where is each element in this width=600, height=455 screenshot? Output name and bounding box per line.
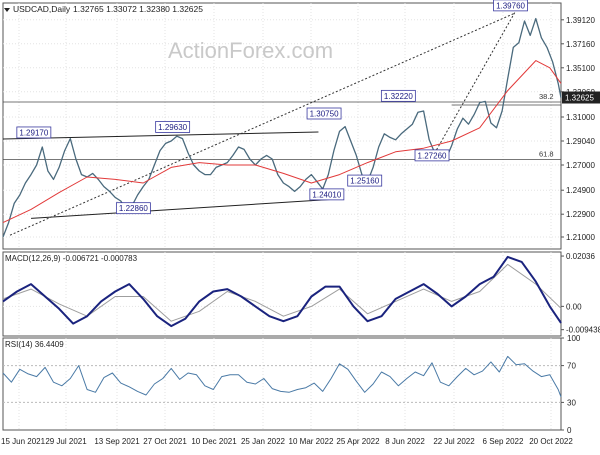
x-tick-label: 20 Oct 2022 (529, 437, 573, 446)
price-annotation: 1.39760 (496, 1, 525, 10)
price-annotation-box (115, 202, 151, 215)
rsi-series (2, 355, 562, 398)
price-annotation: 1.29630 (158, 123, 187, 132)
x-tick-label: 29 Jul 2021 (45, 437, 87, 446)
y-tick-label: 1.27000 (566, 161, 595, 170)
y-tick-label: 1.29040 (566, 137, 595, 146)
x-tick-label: 25 Apr 2022 (336, 437, 380, 446)
macd-series (2, 255, 562, 328)
rsi-panel-frame (2, 337, 562, 431)
chart-title: USDCAD,Daily (13, 4, 71, 14)
macd-y-tick-label: 0.02036 (566, 252, 595, 261)
trend-line (2, 131, 319, 140)
x-tick-label: 27 Oct 2021 (143, 437, 187, 446)
rsi-y-tick-label: 100 (567, 334, 581, 343)
dropdown-arrow-icon (4, 8, 10, 12)
x-tick-label: 10 Dec 2021 (191, 437, 237, 446)
price-annotation: 1.27260 (418, 151, 447, 160)
ohlc-values: 1.32765 1.33072 1.32380 1.32625 (73, 4, 203, 14)
moving-average-series (2, 60, 562, 224)
rsi-y-tick-label: 70 (567, 362, 576, 371)
current-price-box (562, 91, 600, 104)
rsi-y-tick-label: 30 (567, 398, 576, 407)
x-tick-label: 13 Sep 2021 (94, 437, 140, 446)
price-annotation: 1.30750 (310, 110, 339, 119)
x-tick-label: 10 Mar 2022 (289, 437, 334, 446)
price-annotation: 1.32220 (384, 92, 413, 101)
trend-line (430, 12, 516, 161)
x-tick-label: 6 Sep 2022 (483, 437, 524, 446)
trend-line (31, 198, 340, 219)
price-annotation: 1.29170 (19, 128, 48, 137)
macd-y-tick-label: -0.009438 (566, 326, 600, 335)
x-tick-label: 25 Jan 2022 (241, 437, 286, 446)
y-tick-label: 1.31000 (566, 113, 595, 122)
watermark: ActionForex.com (168, 38, 333, 63)
price-annotation-box (309, 188, 345, 201)
fib-label: 38.2 (539, 92, 554, 101)
price-annotation-box (306, 107, 342, 120)
y-tick-label: 1.21000 (566, 233, 595, 242)
price-annotation: 1.24010 (312, 190, 341, 199)
price-annotation-box (493, 0, 528, 12)
price-annotation: 1.25160 (350, 177, 379, 186)
x-tick-label: 15 Jun 2021 (1, 437, 46, 446)
macd-panel-frame (2, 251, 562, 337)
price-annotation-box (155, 121, 191, 133)
y-tick-label: 1.24900 (566, 186, 595, 195)
signal-series (2, 263, 562, 322)
price-annotation-box (414, 149, 450, 162)
y-tick-label: 1.35100 (566, 64, 595, 73)
current-price-label: 1.32625 (565, 94, 594, 103)
y-tick-label: 1.22900 (566, 210, 595, 219)
rsi-title: RSI(14) 36.4409 (5, 340, 64, 349)
x-tick-label: 22 Jul 2022 (433, 437, 475, 446)
price-annotation-box (16, 126, 52, 139)
macd-title: MACD(12,26,9) -0.006721 -0.000783 (5, 254, 138, 263)
x-tick-label: 8 Jun 2022 (385, 437, 425, 446)
rsi-y-tick-label: 0 (567, 426, 572, 435)
fib-label: 61.8 (539, 150, 554, 159)
y-tick-label: 1.39120 (566, 16, 595, 25)
price-annotation-box (347, 174, 383, 187)
macd-y-tick-label: 0.00 (566, 302, 582, 311)
y-tick-label: 1.37160 (566, 40, 595, 49)
price-annotation-box (380, 89, 416, 102)
price-annotation: 1.22860 (119, 204, 148, 213)
